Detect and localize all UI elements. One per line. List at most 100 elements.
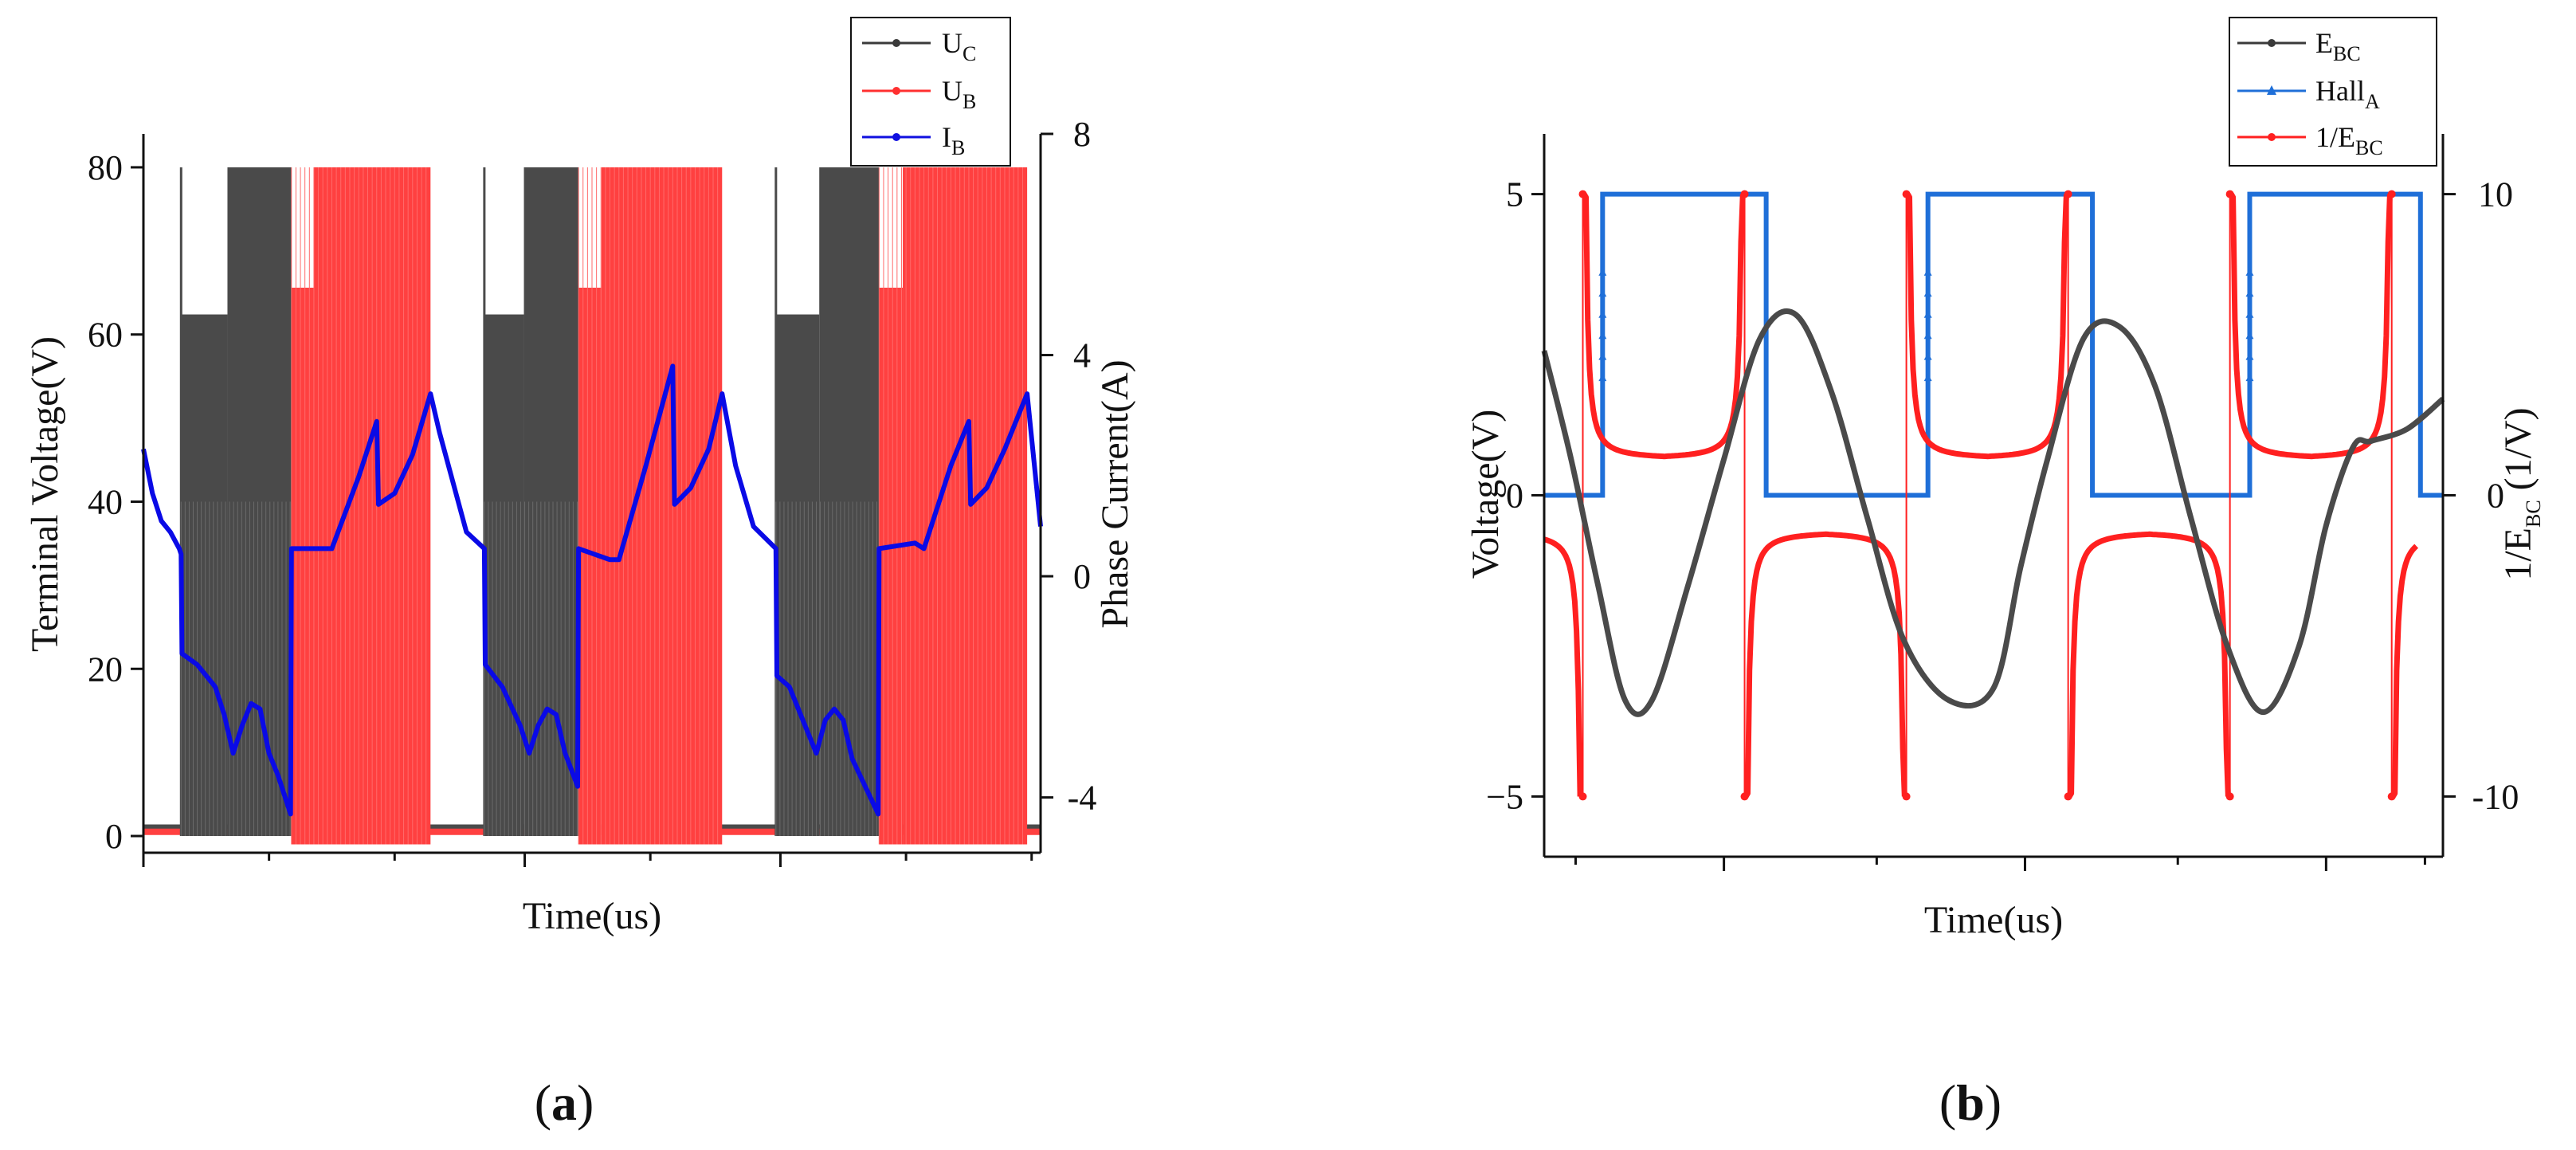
panel-b-ticks: −5 0 5 -10 0 10 xyxy=(1486,175,2519,871)
panel-a-y-right-tick-label: 8 xyxy=(1073,115,1091,154)
panel-a-ticks: 0 20 40 60 80 -4 0 4 8 xyxy=(88,115,1096,867)
legend-label-ebc-main: E xyxy=(2315,27,2333,59)
hall-marker xyxy=(1598,374,1607,382)
hall-marker xyxy=(1923,268,1932,276)
inv-ebc-marker xyxy=(1740,190,1749,198)
legend-label-hall: HallA xyxy=(2315,75,2380,113)
uc-pwm-block xyxy=(774,167,880,837)
legend-marker-inv-ebc xyxy=(2268,133,2276,141)
panel-b-y-left-title: Voltage(V) xyxy=(1464,410,1507,579)
hall-series-line xyxy=(1544,191,2443,498)
panel-b-y-left-tick-label: 5 xyxy=(1506,175,1523,214)
hall-marker xyxy=(1923,310,1932,318)
legend-label-hall-sub: A xyxy=(2365,90,2380,113)
legend-label-ib: IB xyxy=(942,121,965,159)
legend-marker-ebc xyxy=(2268,39,2276,47)
legend-label-hall-main: Hall xyxy=(2315,75,2365,107)
hall-marker xyxy=(1598,332,1607,340)
panel-b-label-open: ( xyxy=(1939,1074,1956,1131)
panel-a-y-right-tick-label: 0 xyxy=(1073,557,1091,596)
legend-item-ub: UB xyxy=(862,75,976,113)
panel-b-legend: EBC HallA 1/EBC xyxy=(2229,17,2437,167)
legend-marker-ib xyxy=(892,133,900,141)
ub-pwm-low-band xyxy=(291,287,314,845)
panel-b-y-right-tick-label: -10 xyxy=(2472,777,2519,816)
panel-a-label-close: ) xyxy=(577,1074,594,1131)
legend-marker-hall xyxy=(2267,85,2276,95)
hall-marker xyxy=(1923,289,1932,297)
panel-b-y-right-title-sub: BC xyxy=(2522,500,2545,528)
panel-b-label-letter: b xyxy=(1956,1074,1985,1131)
hall-marker xyxy=(2245,332,2254,340)
inv-ebc-marker xyxy=(2225,792,2234,801)
uc-pwm-high-band xyxy=(227,167,292,837)
uc-pwm-low-band xyxy=(484,314,524,837)
hall-marker xyxy=(2245,268,2254,276)
ub-pwm-low-band xyxy=(879,287,904,845)
ub-pwm-high-band xyxy=(601,167,723,845)
legend-item-ib: IB xyxy=(862,121,965,159)
panel-a-y-right-title: Phase Current(A) xyxy=(1094,359,1136,628)
inv-ebc-marker xyxy=(2225,190,2234,198)
panel-a-y-left-title: Terminal Voltage(V) xyxy=(24,336,66,652)
panel-a-y-left-tick-label: 0 xyxy=(105,817,123,856)
legend-label-inv-ebc: 1/EBC xyxy=(2315,121,2383,159)
panel-a-y-left-tick-label: 60 xyxy=(88,316,123,355)
panel-a-legend: UC UB IB xyxy=(850,17,1011,167)
hall-marker xyxy=(1923,374,1932,382)
hall-marker xyxy=(1598,310,1607,318)
legend-item-uc: UC xyxy=(862,27,976,65)
ub-pwm-low-band xyxy=(578,287,602,845)
panel-b-y-right-title: 1/EBC (1/V) xyxy=(2497,407,2545,580)
legend-label-uc-sub: C xyxy=(963,42,976,65)
legend-label-ib-sub: B xyxy=(951,136,965,159)
inv-ebc-marker xyxy=(1578,190,1587,198)
hall-marker xyxy=(1923,332,1932,340)
panel-a-x-title: Time(us) xyxy=(523,895,661,937)
legend-label-inv-ebc-main: 1/E xyxy=(2315,121,2355,153)
legend-item-ebc: EBC xyxy=(2237,27,2361,65)
panel-a-label: (a) xyxy=(535,1074,594,1131)
panel-a-y-left-tick-label: 20 xyxy=(88,650,123,689)
panel-b-y-left-tick-label: 0 xyxy=(1506,477,1523,516)
inv-ebc-marker xyxy=(1740,792,1749,801)
inv-ebc-marker xyxy=(2387,190,2396,198)
legend-label-ub-main: U xyxy=(942,75,963,107)
legend-label-uc: UC xyxy=(942,27,976,65)
uc-pwm-block xyxy=(483,167,579,837)
legend-item-inv-ebc: 1/EBC xyxy=(2237,121,2383,159)
inv-ebc-branch xyxy=(1543,536,1583,797)
uc-pwm-block xyxy=(179,167,292,837)
hall-marker xyxy=(1598,289,1607,297)
ib-series-line xyxy=(141,363,1043,817)
panel-a-plot-area xyxy=(141,167,1043,845)
inv-ebc-marker xyxy=(2387,792,2396,801)
legend-label-ebc-sub: BC xyxy=(2333,42,2361,65)
panel-a-y-right-tick-label: -4 xyxy=(1068,779,1097,818)
legend-marker-uc xyxy=(892,39,900,47)
hall-marker xyxy=(2245,310,2254,318)
ub-pwm-block xyxy=(291,167,431,845)
legend-label-ub-sub: B xyxy=(963,90,976,113)
hall-marker xyxy=(2245,352,2254,360)
panel-a-label-letter: a xyxy=(551,1074,577,1131)
inv-ebc-branch xyxy=(1582,192,1746,460)
panel-b-y-right-tick-label: 10 xyxy=(2478,175,2513,214)
inv-ebc-marker xyxy=(2064,190,2072,198)
panel-b-y-right-title-prefix: 1/E xyxy=(2497,528,2539,581)
uc-pwm-low-band xyxy=(775,314,820,837)
panel-a-chart: 0 20 40 60 80 -4 0 4 8 Terminal Voltage(V) Phase… xyxy=(24,17,1136,1131)
panel-b-plot-area xyxy=(1541,190,2445,801)
panel-b-x-title: Time(us) xyxy=(1924,899,2063,941)
panel-a-y-left-tick-label: 80 xyxy=(88,148,123,187)
panel-b-label: (b) xyxy=(1939,1074,2002,1131)
ub-pwm-block xyxy=(878,167,1028,845)
legend-label-inv-ebc-sub: BC xyxy=(2355,136,2383,159)
inv-ebc-marker xyxy=(1902,792,1911,801)
inv-ebc-branch xyxy=(1905,192,2069,460)
panel-b-label-close: ) xyxy=(1985,1074,2002,1131)
inv-ebc-marker xyxy=(2064,792,2072,801)
legend-item-hall: HallA xyxy=(2237,75,2380,113)
